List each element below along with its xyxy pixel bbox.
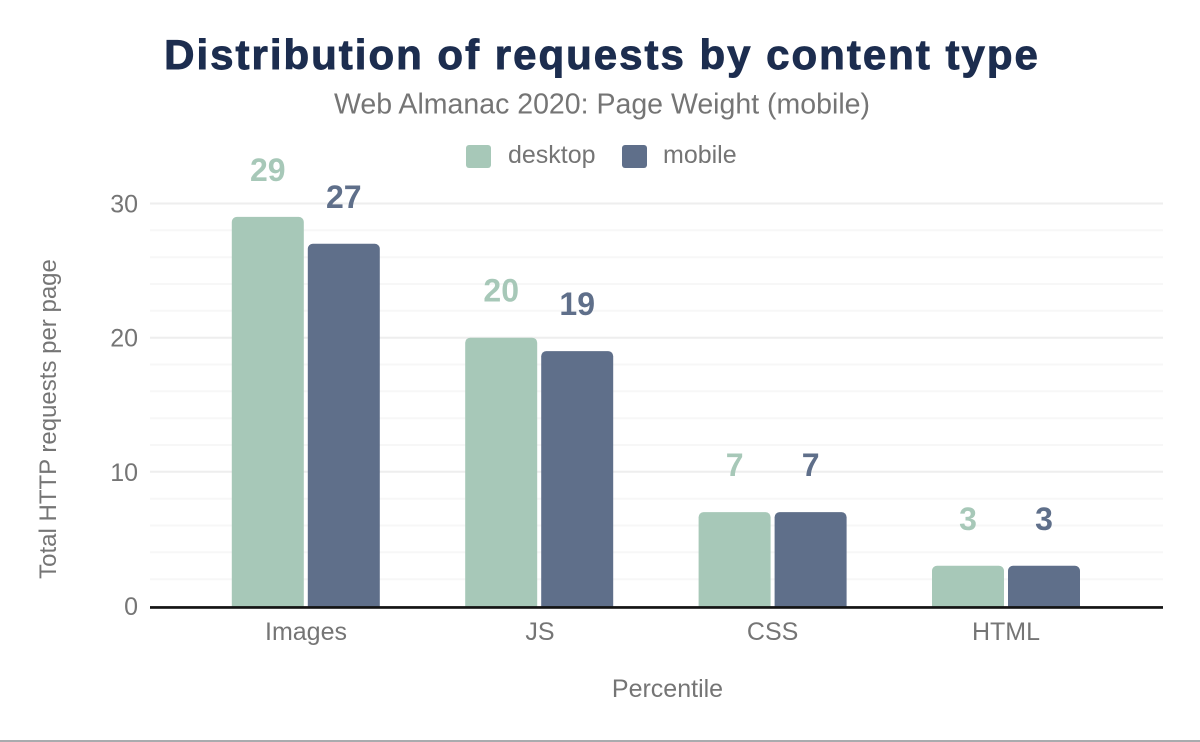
svg-text:20: 20	[483, 273, 519, 309]
svg-text:7: 7	[802, 447, 820, 483]
svg-text:7: 7	[726, 447, 744, 483]
svg-text:10: 10	[110, 459, 138, 487]
svg-text:HTML: HTML	[972, 618, 1040, 646]
svg-text:29: 29	[250, 152, 286, 188]
svg-text:3: 3	[959, 501, 977, 537]
svg-text:20: 20	[110, 325, 138, 353]
svg-text:Percentile: Percentile	[612, 675, 723, 703]
svg-text:Total HTTP requests per page: Total HTTP requests per page	[35, 259, 62, 579]
svg-text:27: 27	[326, 179, 362, 215]
svg-text:Web Almanac 2020: Page Weight: Web Almanac 2020: Page Weight (mobile)	[334, 89, 870, 121]
svg-text:desktop: desktop	[508, 141, 596, 169]
svg-text:mobile: mobile	[663, 141, 737, 169]
svg-text:19: 19	[559, 286, 595, 322]
svg-text:Distribution of requests by co: Distribution of requests by content type	[164, 31, 1040, 78]
svg-text:0: 0	[124, 593, 138, 621]
svg-text:30: 30	[110, 191, 138, 219]
svg-text:3: 3	[1035, 501, 1053, 537]
svg-text:CSS: CSS	[747, 618, 798, 646]
svg-text:Images: Images	[265, 618, 347, 646]
svg-text:JS: JS	[525, 618, 554, 646]
